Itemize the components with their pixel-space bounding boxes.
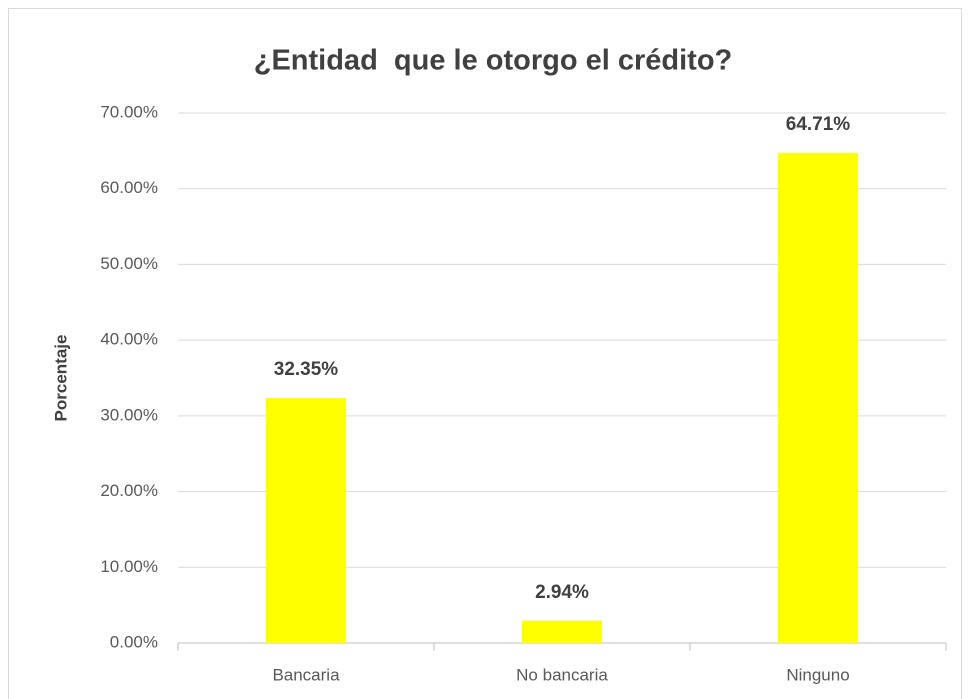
bar (522, 620, 602, 643)
y-tick-label: 70.00% (100, 102, 158, 121)
x-tick-label: Ninguno (786, 665, 849, 684)
y-tick-label: 30.00% (100, 405, 158, 424)
data-label: 64.71% (786, 114, 851, 135)
y-tick-label: 0.00% (110, 632, 158, 651)
y-tick-label: 50.00% (100, 254, 158, 273)
bar (778, 153, 858, 643)
data-label: 32.35% (274, 359, 339, 380)
x-tick-label: Bancaria (272, 665, 340, 684)
y-tick-label: 10.00% (100, 557, 158, 576)
y-axis-label: Porcentaje (51, 335, 70, 422)
x-tick-label: No bancaria (516, 665, 608, 684)
y-tick-label: 40.00% (100, 330, 158, 349)
y-tick-label: 20.00% (100, 481, 158, 500)
bar (266, 398, 346, 643)
data-label: 2.94% (535, 582, 589, 603)
y-tick-label: 60.00% (100, 178, 158, 197)
chart-title: ¿Entidad que le otorgo el crédito? (254, 45, 733, 77)
